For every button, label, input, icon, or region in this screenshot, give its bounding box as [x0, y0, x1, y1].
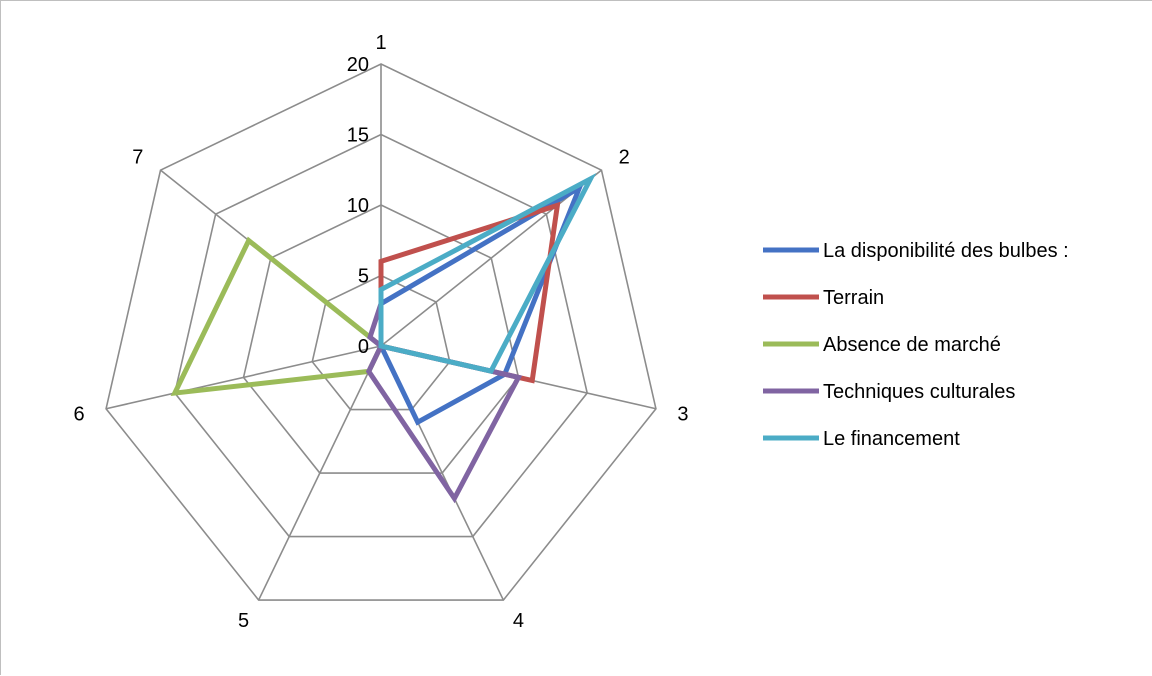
axis-spoke-2 [380, 169, 602, 347]
legend-label-5: Le financement [823, 428, 960, 450]
grid-ring-10 [242, 204, 520, 474]
legend-label-1: La disponibilité des bulbes : [823, 240, 1069, 262]
tick-label: 5 [358, 266, 369, 288]
category-label-5: 5 [238, 610, 249, 632]
legend: La disponibilité des bulbes : Terrain Abse… [763, 240, 1069, 450]
category-label-2: 2 [619, 146, 630, 168]
series-line-5 [378, 173, 597, 374]
tick-label: 15 [347, 125, 369, 147]
series-line-1 [378, 181, 585, 426]
legend-label-3: Absence de marché [823, 334, 1001, 356]
tick-label: 0 [358, 336, 369, 358]
legend-label-2: Terrain [823, 287, 884, 309]
category-label-6: 6 [73, 404, 84, 426]
tick-label: 10 [347, 195, 369, 217]
category-label-1: 1 [375, 32, 386, 54]
grid-ring-20 [105, 63, 657, 601]
radial-tick-labels: 0 5 10 15 20 [347, 54, 369, 358]
tick-label: 20 [347, 54, 369, 76]
axis-spoke-5 [257, 345, 382, 601]
data-series [170, 173, 597, 504]
category-label-4: 4 [513, 610, 524, 632]
legend-label-4: Techniques culturales [823, 381, 1015, 403]
category-label-7: 7 [132, 146, 143, 168]
grid-ring-5 [311, 274, 451, 411]
axis-spoke-6 [105, 345, 382, 410]
category-labels: 1 2 3 4 5 6 7 [73, 32, 688, 632]
category-label-3: 3 [677, 404, 688, 426]
series-line-3 [170, 236, 396, 397]
